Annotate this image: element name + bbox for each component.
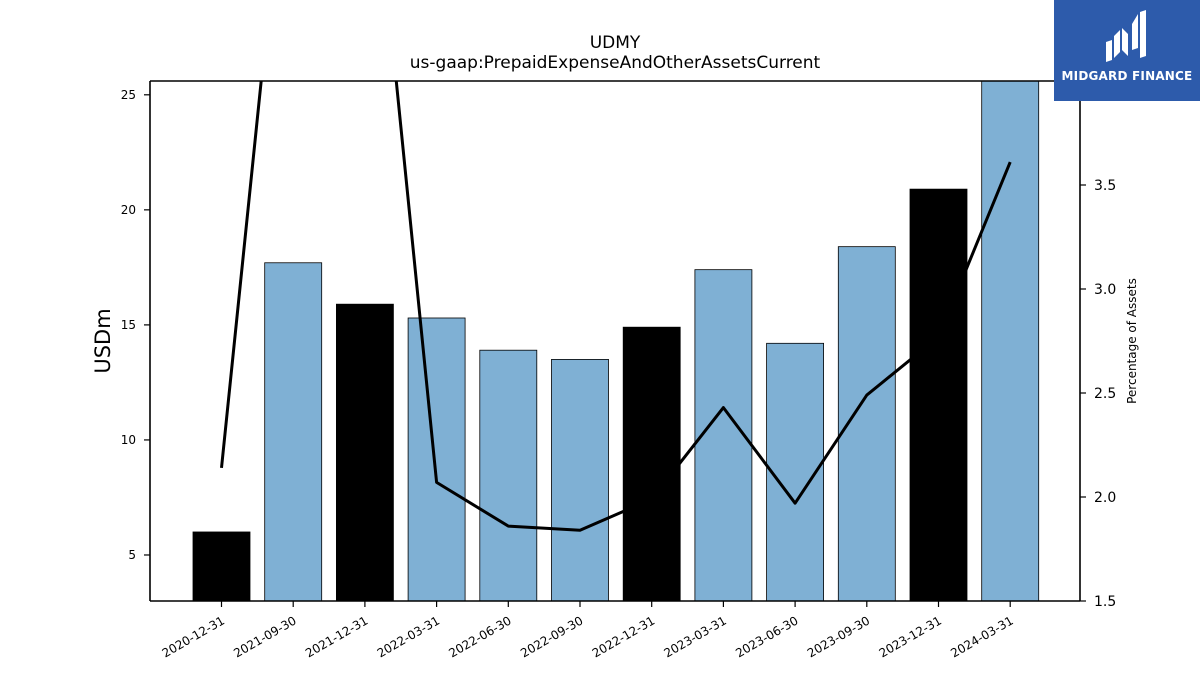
bar	[335, 303, 394, 601]
bar	[264, 262, 323, 601]
x-tick-label: 2020-12-31	[160, 613, 227, 660]
bar	[192, 531, 251, 601]
x-tick-label: 2021-09-30	[231, 613, 298, 660]
bar	[551, 359, 609, 601]
y2-tick-label: 3.5	[1094, 178, 1116, 194]
x-tick-label: 2022-09-30	[518, 613, 585, 660]
x-tick-label: 2022-03-31	[375, 613, 442, 660]
x-tick-label: 2023-03-31	[661, 613, 728, 660]
x-tick-label: 2022-06-30	[446, 613, 513, 660]
y2-axis-label: Percentage of Assets	[1125, 278, 1139, 404]
y2-tick-label: 1.5	[1094, 594, 1116, 610]
y2-tick-label: 2.5	[1094, 386, 1116, 402]
chart-subtitle: us-gaap:PrepaidExpenseAndOtherAssetsCurr…	[410, 53, 821, 73]
y-tick-label: 10	[121, 433, 136, 447]
bar	[981, 81, 1040, 601]
brand-logo: MIDGARD FINANCE	[1054, 0, 1200, 101]
y-tick-label: 15	[121, 318, 136, 332]
x-tick-label: 2023-09-30	[805, 613, 872, 660]
bar	[479, 349, 538, 601]
line-series	[220, 81, 1012, 532]
x-tick-label: 2023-12-31	[877, 613, 944, 660]
bar	[622, 326, 681, 601]
logo-mark-icon	[1106, 10, 1146, 62]
x-tick-label: 2024-03-31	[948, 613, 1015, 660]
x-tick-label: 2023-06-30	[733, 613, 800, 660]
y-tick-label: 25	[121, 88, 136, 102]
y2-tick-label: 2.0	[1094, 490, 1116, 506]
bar	[407, 317, 466, 601]
y-tick-label: 20	[121, 203, 136, 217]
y2-tick-label: 3.0	[1094, 282, 1116, 298]
y-axis-label: USDm	[91, 308, 115, 373]
x-tick-label: 2021-12-31	[303, 613, 370, 660]
brand-name: MIDGARD FINANCE	[1061, 69, 1193, 83]
chart-title: UDMY	[590, 33, 641, 53]
y-tick-label: 5	[128, 548, 136, 562]
bar	[909, 188, 968, 601]
x-tick-label: 2022-12-31	[590, 613, 657, 660]
